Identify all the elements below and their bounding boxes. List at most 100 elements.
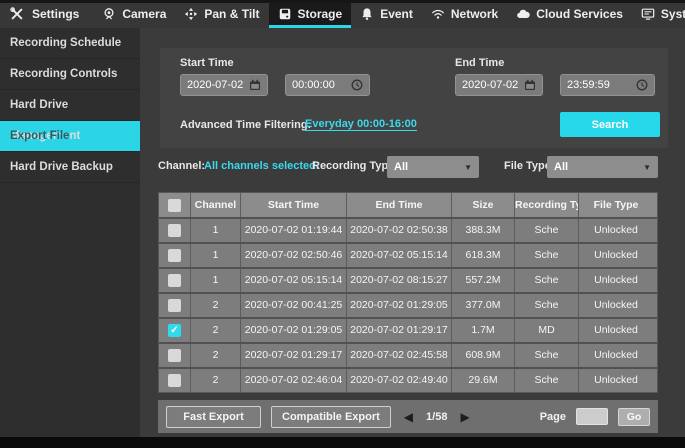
- pan-tilt-icon: [185, 7, 198, 21]
- chevron-down-icon: ▼: [643, 162, 651, 172]
- table-row: ✓ 1 2020-07-02 05:15:14 2020-07-02 08:15…: [159, 269, 657, 294]
- cell-file-type: Unlocked: [594, 224, 638, 236]
- select-all-checkbox[interactable]: ✓: [168, 198, 181, 212]
- cell-channel: 2: [191, 369, 241, 392]
- cell-size: 608.9M: [452, 344, 515, 367]
- tab-system[interactable]: System: [632, 0, 685, 28]
- cell-start-time: 2020-07-02 05:15:14: [241, 269, 347, 292]
- cell-channel: 2: [191, 319, 241, 342]
- cell-channel: 1: [191, 244, 241, 267]
- camera-icon: [104, 8, 114, 20]
- start-time-field[interactable]: 00:00:00: [285, 74, 370, 96]
- sidebar-item-hard-drive-backup[interactable]: Hard Drive Backup: [0, 152, 140, 183]
- table-header-row: ✓ Channel Start Time End Time Size Recor…: [159, 193, 657, 219]
- cell-size: 1.7M: [452, 319, 515, 342]
- cell-channel: 2: [191, 344, 241, 367]
- bell-icon: [362, 8, 372, 20]
- tab-label: Event: [380, 7, 413, 21]
- tab-network[interactable]: Network: [422, 0, 507, 28]
- storage-icon: [279, 8, 290, 20]
- header-checkbox-cell: ✓: [159, 193, 191, 217]
- table-row: ✓ 2 2020-07-02 02:46:04 2020-07-02 02:49…: [159, 369, 657, 392]
- row-checkbox[interactable]: ✓: [168, 374, 181, 387]
- cell-start-time: 2020-07-02 01:29:05: [241, 319, 347, 342]
- col-header-channel: Channel: [191, 193, 241, 217]
- sidebar-item-export-file[interactable]: Export File: [0, 121, 140, 152]
- advanced-filtering-label: Advanced Time Filtering:: [180, 119, 312, 131]
- tab-label: Network: [450, 7, 499, 21]
- chevron-left-icon[interactable]: ◀: [403, 409, 414, 424]
- cell-end-time: 2020-07-02 01:29:17: [347, 319, 452, 342]
- cloud-icon: [517, 9, 530, 18]
- compatible-export-button[interactable]: Compatible Export: [271, 405, 391, 428]
- cell-end-time: 2020-07-02 08:15:27: [347, 269, 452, 292]
- cell-size: 388.3M: [452, 219, 515, 242]
- wifi-icon: [431, 9, 444, 19]
- row-checkbox[interactable]: ✓: [168, 249, 181, 262]
- recording-type-value: All: [394, 161, 409, 173]
- start-date-field[interactable]: 2020-07-02: [180, 74, 268, 96]
- go-button[interactable]: Go: [618, 407, 650, 426]
- row-checkbox[interactable]: ✓: [168, 224, 181, 237]
- cell-channel: 1: [191, 219, 241, 242]
- page-input[interactable]: [576, 408, 608, 425]
- cell-start-time: 2020-07-02 02:50:46: [241, 244, 347, 267]
- tab-pan-tilt[interactable]: Pan & Tilt: [175, 0, 268, 28]
- row-checkbox[interactable]: ✓: [168, 274, 181, 287]
- row-checkbox[interactable]: ✓: [168, 324, 181, 337]
- cell-file-type: Unlocked: [594, 349, 638, 361]
- settings-header: Settings: [0, 0, 79, 28]
- cell-end-time: 2020-07-02 02:49:40: [347, 369, 452, 392]
- tab-cloud-services[interactable]: Cloud Services: [507, 0, 632, 28]
- cell-end-time: 2020-07-02 02:50:38: [347, 219, 452, 242]
- main-nav: Camera Pan & Tilt Storage: [93, 0, 685, 28]
- row-checkbox[interactable]: ✓: [168, 299, 181, 312]
- tools-icon: [10, 7, 23, 20]
- cell-start-time: 2020-07-02 02:46:04: [241, 369, 347, 392]
- page-label: Page: [539, 410, 566, 423]
- sidebar-item-hard-drive-management[interactable]: Hard Drive Management: [0, 90, 140, 142]
- recording-type-dropdown[interactable]: All ▼: [387, 156, 479, 178]
- end-time-label: End Time: [455, 57, 505, 69]
- cell-start-time: 2020-07-02 00:41:25: [241, 294, 347, 317]
- channel-selection-link[interactable]: All channels selected.: [204, 160, 319, 172]
- table-footer-bar: Fast Export Compatible Export ◀ 1/58 ▶ P…: [158, 400, 658, 433]
- tab-label: Pan & Tilt: [204, 7, 260, 21]
- monitor-icon: [641, 8, 655, 20]
- tab-storage[interactable]: Storage: [268, 0, 352, 28]
- end-date-field[interactable]: 2020-07-02: [455, 74, 543, 96]
- sidebar-item-recording-controls[interactable]: Recording Controls: [0, 59, 140, 90]
- calendar-icon: [250, 79, 260, 90]
- end-time-field[interactable]: 23:59:59: [560, 74, 655, 96]
- clock-icon: [636, 79, 648, 91]
- screen-top-edge: [0, 0, 685, 3]
- cell-recording-type: Sche: [515, 244, 579, 267]
- tab-camera[interactable]: Camera: [93, 0, 175, 28]
- tab-label: Storage: [297, 7, 343, 21]
- fast-export-button[interactable]: Fast Export: [166, 405, 261, 428]
- file-type-label: File Type: [504, 160, 551, 172]
- tab-event[interactable]: Event: [351, 0, 422, 28]
- cell-recording-type: Sche: [515, 344, 579, 367]
- chevron-down-icon: ▼: [464, 162, 472, 172]
- advanced-filtering-link[interactable]: Everyday 00:00-16:00: [305, 118, 417, 131]
- top-navigation-bar: Settings Camera Pan & Tilt: [0, 0, 685, 28]
- cell-size: 557.2M: [452, 269, 515, 292]
- tab-label: Cloud Services: [536, 7, 623, 21]
- cell-size: 29.6M: [452, 369, 515, 392]
- cell-recording-type: Sche: [515, 294, 579, 317]
- cell-end-time: 2020-07-02 01:29:05: [347, 294, 452, 317]
- file-type-dropdown[interactable]: All ▼: [547, 156, 658, 178]
- sidebar-item-recording-schedule[interactable]: Recording Schedule: [0, 28, 140, 59]
- table-row: ✓ 2 2020-07-02 01:29:17 2020-07-02 02:45…: [159, 344, 657, 369]
- search-button[interactable]: Search: [560, 112, 660, 137]
- recordings-table: ✓ Channel Start Time End Time Size Recor…: [158, 192, 658, 393]
- start-time-label: Start Time: [180, 57, 234, 69]
- table-row: ✓ 2 2020-07-02 01:29:05 2020-07-02 01:29…: [159, 319, 657, 344]
- row-checkbox[interactable]: ✓: [168, 349, 181, 362]
- cell-recording-type: Sche: [515, 269, 579, 292]
- chevron-right-icon[interactable]: ▶: [460, 409, 470, 424]
- cell-file-type: Unlocked: [594, 324, 638, 336]
- tab-label: System: [660, 7, 685, 21]
